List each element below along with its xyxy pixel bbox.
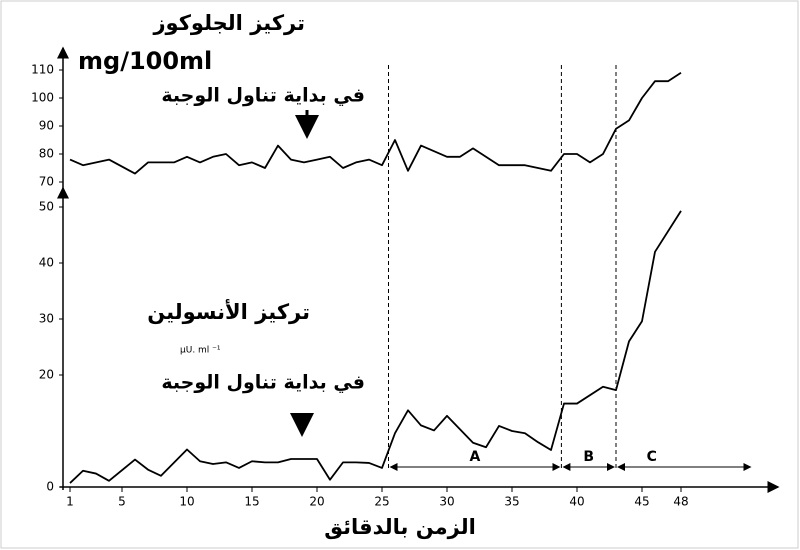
y-tick-label: 110 — [31, 63, 54, 77]
x-tick-label: 30 — [439, 495, 454, 509]
x-tick-label: 20 — [309, 495, 324, 509]
y-tick-label: 100 — [31, 91, 54, 105]
y-tick-label: 70 — [39, 175, 54, 189]
x-axis-label: الزمن بالدقائق — [324, 515, 476, 539]
phase-label: B — [583, 449, 594, 465]
y-tick-label: 20 — [39, 368, 54, 382]
y-tick-label: 30 — [39, 312, 54, 326]
annotation: في بداية تناول الوجبة — [161, 85, 365, 107]
x-tick-label: 10 — [179, 495, 194, 509]
x-tick-label: 25 — [374, 495, 389, 509]
x-tick-label: 5 — [118, 495, 126, 509]
glucose-title: تركيز الجلوكوز — [152, 11, 305, 35]
x-tick-label: 45 — [634, 495, 649, 509]
x-tick-label: 15 — [244, 495, 259, 509]
phase-label: A — [470, 449, 481, 465]
y-tick-label: 80 — [39, 147, 54, 161]
data-line — [69, 210, 682, 484]
x-tick-label: 1 — [66, 495, 74, 509]
x-tick-label: 48 — [673, 495, 688, 509]
y-tick-label: 90 — [39, 119, 54, 133]
insulin-title: تركيز الأنسولين — [147, 298, 310, 324]
x-tick-label: 35 — [504, 495, 519, 509]
x-tick-label: 40 — [569, 495, 584, 509]
y-tick-label: 40 — [39, 256, 54, 270]
data-line — [69, 72, 682, 175]
y-tick-label: 50 — [39, 200, 54, 214]
glucose-unit: mg/100ml — [78, 47, 212, 75]
insulin-unit: μU. ml ⁻¹ — [180, 346, 221, 356]
phase-label: C — [647, 449, 657, 465]
annotation: في بداية تناول الوجبة — [161, 372, 365, 394]
y-tick-label: 0 — [46, 480, 54, 494]
